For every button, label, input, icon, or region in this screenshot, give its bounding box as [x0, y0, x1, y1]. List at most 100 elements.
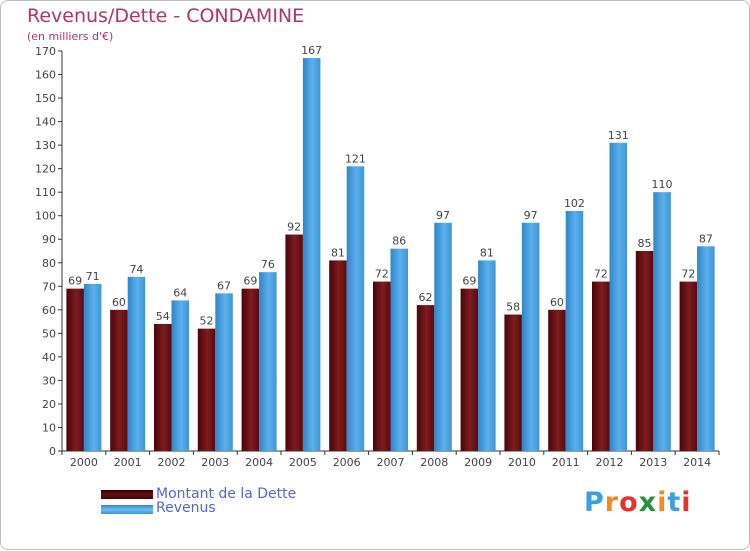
x-tick-label: 2001: [114, 456, 142, 469]
bar-revenus: [478, 260, 496, 451]
bar-dette: [329, 260, 347, 451]
logo-letter: P: [584, 487, 605, 518]
x-tick-label: 2010: [508, 456, 536, 469]
bar-revenus: [346, 166, 365, 451]
value-label-dette: 60: [550, 296, 564, 309]
value-label-revenus: 81: [480, 246, 494, 259]
bar-revenus: [609, 142, 627, 451]
value-label-revenus: 131: [608, 129, 629, 142]
value-label-revenus: 67: [217, 279, 231, 292]
value-label-dette: 58: [506, 301, 520, 314]
bar-revenus: [697, 246, 715, 451]
y-tick-label: 120: [35, 163, 56, 176]
bar-revenus: [434, 222, 452, 451]
bar-dette: [679, 281, 698, 451]
chart-subtitle: (en milliers d'€): [27, 30, 114, 43]
value-label-revenus: 121: [345, 152, 366, 165]
value-label-revenus: 64: [173, 286, 187, 299]
value-label-dette: 81: [331, 246, 345, 259]
value-label-dette: 69: [68, 275, 82, 288]
bar-revenus: [127, 276, 146, 451]
y-tick-label: 10: [42, 421, 56, 434]
chart-title: Revenus/Dette - CONDAMINE: [27, 5, 305, 27]
x-tick-label: 2013: [639, 456, 667, 469]
y-tick-label: 80: [42, 257, 56, 270]
value-label-revenus: 97: [436, 209, 450, 222]
value-label-dette: 72: [375, 268, 389, 281]
value-label-revenus: 71: [86, 270, 100, 283]
bar-dette: [197, 328, 216, 451]
y-tick-label: 50: [42, 327, 56, 340]
logo-letter: i: [681, 487, 692, 518]
x-tick-label: 2006: [333, 456, 361, 469]
value-label-revenus: 167: [301, 44, 322, 57]
y-tick-label: 130: [35, 139, 56, 152]
value-label-dette: 62: [419, 291, 433, 304]
bar-dette: [285, 234, 303, 451]
y-tick-label: 70: [42, 280, 56, 293]
value-label-revenus: 87: [699, 232, 713, 245]
legend-swatch-revenus: [101, 505, 153, 514]
logo-letter: o: [619, 487, 639, 518]
value-label-dette: 85: [638, 237, 652, 250]
bar-revenus: [259, 272, 277, 451]
bar-revenus: [302, 58, 321, 451]
bar-dette: [592, 281, 610, 451]
value-label-revenus: 110: [652, 178, 673, 191]
value-label-revenus: 102: [564, 197, 585, 210]
x-tick-label: 2009: [464, 456, 492, 469]
logo-letter: t: [667, 487, 682, 518]
bar-dette: [66, 288, 84, 451]
x-tick-label: 2000: [70, 456, 98, 469]
value-label-dette: 69: [243, 275, 257, 288]
bar-dette: [373, 281, 391, 451]
y-tick-label: 0: [49, 445, 56, 458]
y-tick-label: 150: [35, 92, 56, 105]
y-tick-label: 20: [42, 398, 56, 411]
value-label-dette: 54: [156, 310, 170, 323]
bar-dette: [635, 251, 654, 451]
legend-label-revenus: Revenus: [156, 500, 216, 516]
value-label-dette: 52: [200, 315, 214, 328]
bar-dette: [460, 288, 479, 451]
logo-letter: x: [638, 487, 658, 518]
y-tick-label: 160: [35, 69, 56, 82]
value-label-dette: 72: [681, 268, 695, 281]
value-label-dette: 60: [112, 296, 126, 309]
x-tick-label: 2003: [201, 456, 229, 469]
value-label-dette: 92: [287, 221, 301, 234]
proxiti-logo: Proxiti: [584, 487, 692, 518]
bar-dette: [504, 314, 522, 451]
bar-revenus: [565, 211, 584, 451]
y-tick-label: 40: [42, 351, 56, 364]
bar-revenus: [390, 248, 408, 451]
chart-bars: [66, 58, 715, 452]
bar-dette: [548, 309, 566, 451]
value-label-dette: 69: [462, 275, 476, 288]
x-tick-label: 2004: [245, 456, 273, 469]
x-tick-label: 2011: [552, 456, 580, 469]
bar-revenus: [521, 222, 540, 451]
x-tick-label: 2008: [420, 456, 448, 469]
logo-letter: i: [657, 487, 668, 518]
bar-revenus: [83, 283, 102, 451]
x-tick-label: 2005: [289, 456, 317, 469]
legend-swatch-debt: [101, 490, 153, 499]
bar-revenus: [215, 293, 233, 451]
y-tick-label: 90: [42, 233, 56, 246]
x-tick-label: 2002: [158, 456, 186, 469]
y-tick-label: 30: [42, 374, 56, 387]
value-label-revenus: 76: [261, 258, 275, 271]
x-tick-label: 2012: [596, 456, 624, 469]
legend-label-debt: Montant de la Dette: [156, 486, 297, 502]
y-tick-label: 110: [35, 186, 56, 199]
value-label-revenus: 74: [129, 263, 143, 276]
logo-letter: r: [604, 487, 620, 518]
value-label-revenus: 97: [524, 209, 538, 222]
y-tick-label: 100: [35, 210, 56, 223]
bar-revenus: [171, 300, 189, 451]
x-tick-label: 2007: [377, 456, 405, 469]
value-label-dette: 72: [594, 268, 608, 281]
